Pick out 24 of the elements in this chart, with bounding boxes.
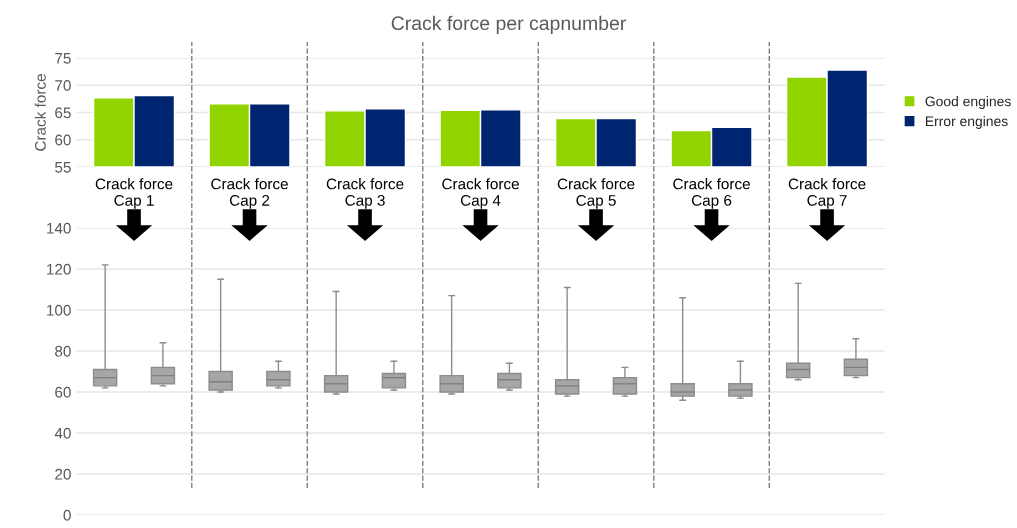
y-tick-label: 100 — [47, 304, 71, 316]
legend-label: Good engines — [925, 96, 1011, 110]
x-tick-label: Crack force Cap 2 — [211, 178, 288, 209]
legend-label: Error engines — [925, 115, 1008, 129]
y-axis-title: Crack force — [34, 74, 46, 151]
x-tick-label: Crack force Cap 3 — [326, 178, 404, 209]
y-tick-label: 140 — [47, 222, 71, 234]
y-tick-label: 120 — [47, 263, 71, 275]
chart-title: Crack force per capnumber — [391, 15, 626, 34]
y-tick-label: 70 — [55, 80, 71, 91]
y-tick-label: 65 — [55, 107, 71, 119]
y-tick-label: 40 — [54, 427, 71, 439]
x-tick-label: Crack force Cap 6 — [673, 178, 750, 209]
y-tick-label: 80 — [55, 345, 71, 357]
x-tick-label: Crack force Cap 5 — [557, 178, 635, 209]
y-tick-label: 55 — [55, 162, 71, 173]
x-tick-label: Crack force Cap 7 — [788, 178, 866, 209]
x-tick-label: Crack force Cap 1 — [95, 178, 173, 209]
y-tick-label: 75 — [55, 53, 71, 64]
y-tick-label: 60 — [55, 134, 71, 146]
y-tick-label: 60 — [55, 386, 71, 398]
y-tick-label: 0 — [63, 509, 71, 521]
y-tick-label: 20 — [55, 468, 71, 480]
x-tick-label: Crack force Cap 4 — [442, 178, 519, 209]
